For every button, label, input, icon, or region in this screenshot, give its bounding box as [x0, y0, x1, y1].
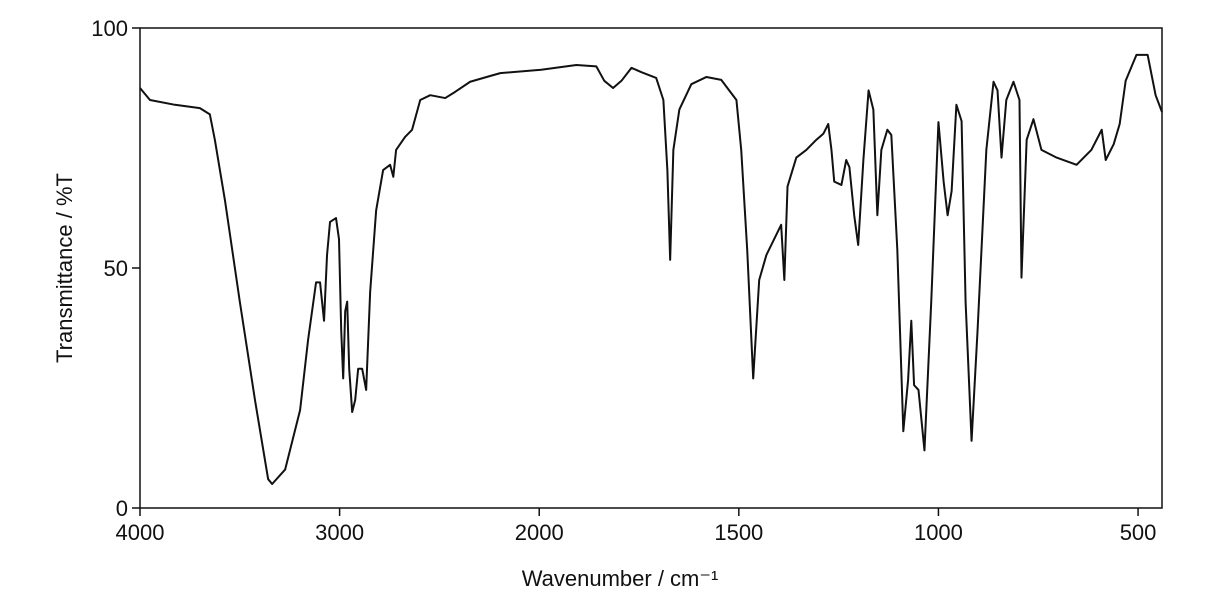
x-tick-label: 500	[1120, 520, 1157, 545]
y-tick-label: 50	[104, 256, 128, 281]
y-tick-label: 100	[91, 16, 128, 41]
spectrum-line	[139, 53, 1163, 485]
x-axis-label: Wavenumber / cm⁻¹	[522, 566, 719, 591]
y-axis-label: Transmittance / %T	[52, 173, 77, 363]
y-tick-label: 0	[116, 496, 128, 521]
x-tick-label: 4000	[116, 520, 165, 545]
x-tick-label: 3000	[315, 520, 364, 545]
x-tick-label: 2000	[515, 520, 564, 545]
x-tick-label: 1000	[914, 520, 963, 545]
x-tick-label: 1500	[714, 520, 763, 545]
